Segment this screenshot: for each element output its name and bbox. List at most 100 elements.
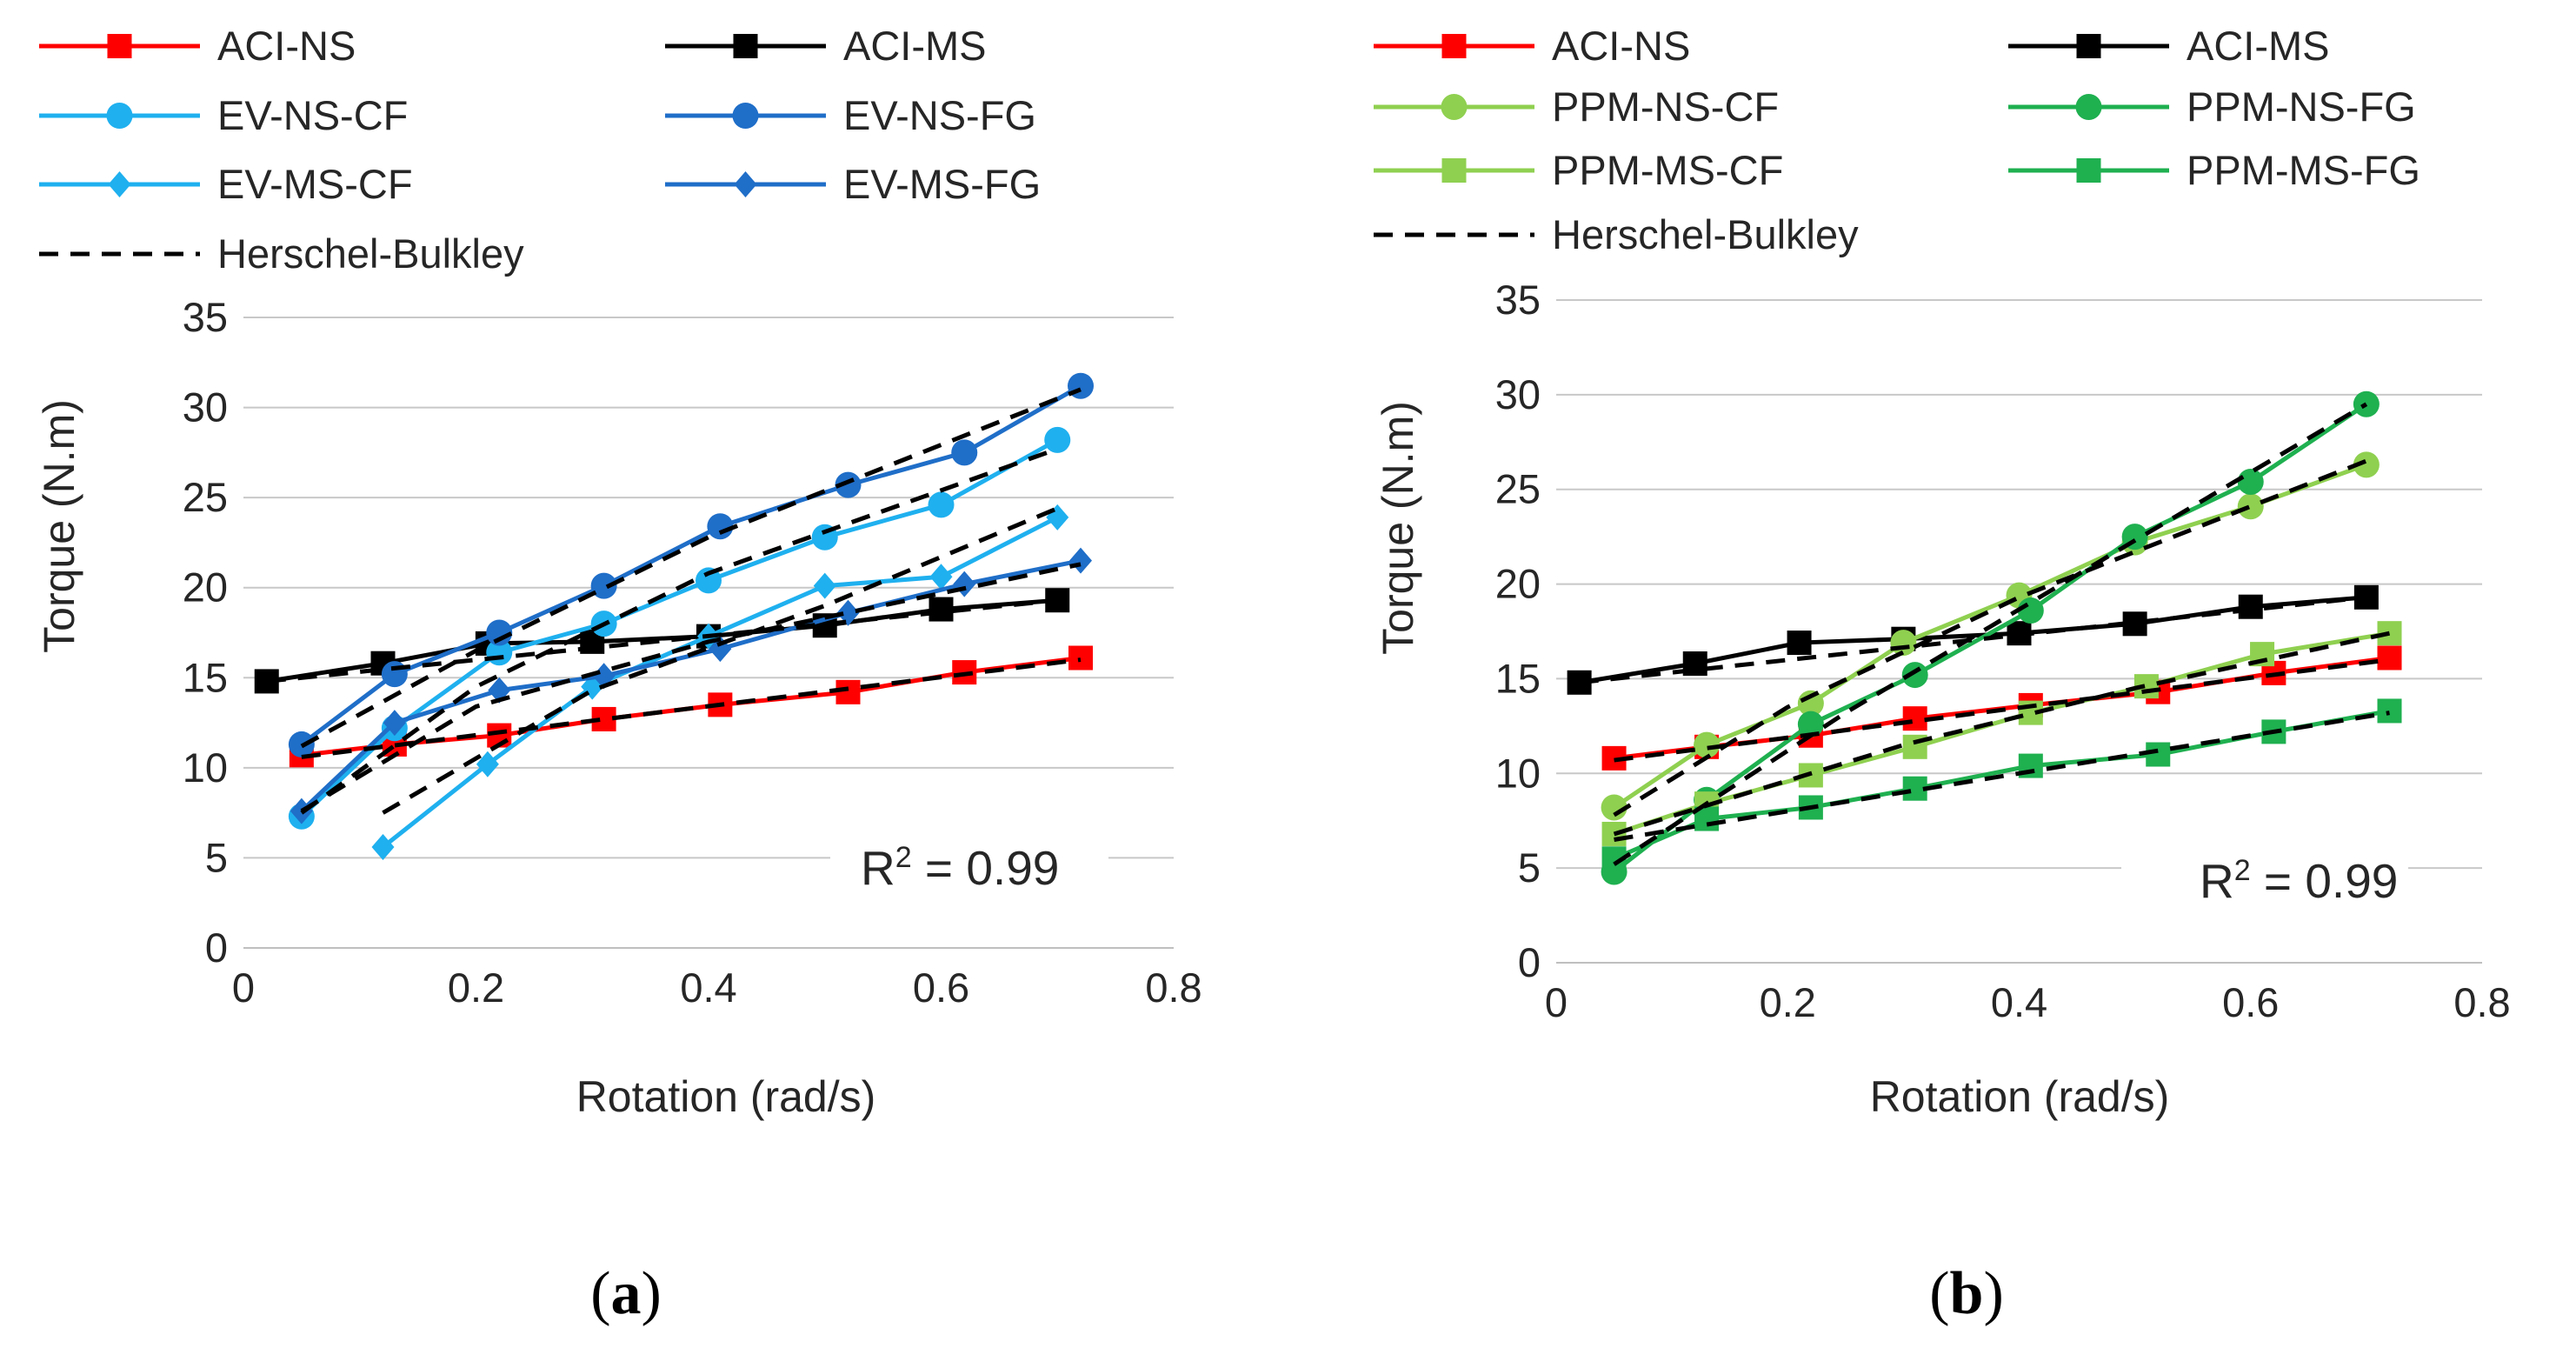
legend-item-aci-ns: ACI-NS bbox=[1374, 23, 1690, 69]
data-point-ev-ns-fg bbox=[381, 661, 408, 688]
data-point-ppm-ms-fg bbox=[2076, 158, 2101, 183]
x-axis-title: Rotation (rad/s) bbox=[576, 1072, 876, 1121]
legend-item-ppm-ms-fg: PPM-MS-FG bbox=[2008, 147, 2420, 193]
legend-label: EV-NS-FG bbox=[843, 92, 1036, 138]
data-point-ppm-ms-cf bbox=[1441, 158, 1467, 183]
data-point-ppm-ns-cf bbox=[1441, 94, 1468, 120]
series-line-ppm-ns-fg bbox=[1613, 402, 2368, 874]
data-point-ev-ns-cf bbox=[928, 491, 955, 518]
fit-line-herschel-bulkley bbox=[1614, 711, 2390, 842]
data-point-aci-ns bbox=[1902, 706, 1927, 731]
y-tick-label: 20 bbox=[1495, 561, 1541, 607]
chart-panel-b: ACI-NS ACI-MS PPM-NS-CF PPM-NS-FG PPM-MS-CF P… bbox=[1374, 23, 2511, 1327]
data-point-ev-ms-cf bbox=[108, 171, 131, 197]
legend-label: ACI-NS bbox=[1552, 23, 1690, 69]
data-point-ppm-ns-cf bbox=[1601, 794, 1627, 821]
data-point-aci-ns bbox=[835, 679, 861, 704]
legend-label: PPM-MS-CF bbox=[1552, 147, 1783, 193]
fit-line-herschel-bulkley bbox=[1614, 657, 2390, 763]
legend-label: PPM-NS-CF bbox=[1552, 83, 1779, 130]
data-point-ppm-ns-fg bbox=[2017, 597, 2044, 624]
y-tick-label: 15 bbox=[1495, 655, 1541, 701]
panel-label-a: (a) bbox=[590, 1260, 662, 1327]
data-point-ppm-ms-fg bbox=[2146, 742, 2171, 767]
series-line-aci-ms bbox=[1579, 595, 2367, 685]
series-ev-ns-fg bbox=[288, 372, 1094, 757]
x-tick-label: 0.4 bbox=[1991, 979, 2047, 1025]
legend-item-ppm-ns-fg: PPM-NS-FG bbox=[2008, 83, 2416, 130]
data-point-aci-ms bbox=[2076, 34, 2101, 58]
legend-label: EV-MS-CF bbox=[217, 161, 413, 207]
legend-label: ACI-MS bbox=[843, 23, 987, 69]
data-point-ppm-ns-fg bbox=[1901, 662, 1928, 689]
data-point-ev-ns-cf bbox=[1044, 426, 1071, 453]
data-point-aci-ns bbox=[107, 34, 132, 58]
series-group-panel-a bbox=[254, 372, 1094, 860]
fit-line-herschel-bulkley bbox=[1613, 458, 2367, 817]
r2-annotation: R2 = 0.99 bbox=[2200, 854, 2398, 908]
data-point-ev-ns-cf bbox=[106, 103, 133, 129]
data-point-aci-ns bbox=[1068, 645, 1093, 671]
data-point-aci-ms bbox=[1787, 631, 1812, 656]
legend-panel-b: ACI-NS ACI-MS PPM-NS-CF PPM-NS-FG PPM-MS-CF P… bbox=[1374, 23, 2420, 257]
fit-line-herschel-bulkley bbox=[1579, 595, 2367, 685]
data-point-ev-ms-fg bbox=[953, 571, 976, 597]
legend-label: EV-MS-FG bbox=[843, 161, 1041, 207]
legend-item-herschel-bulkley: Herschel-Bulkley bbox=[39, 230, 524, 277]
data-point-ev-ms-fg bbox=[383, 710, 406, 737]
data-point-ppm-ns-fg bbox=[2075, 94, 2102, 120]
legend-item-ppm-ms-cf: PPM-MS-CF bbox=[1374, 147, 1783, 193]
y-tick-label: 15 bbox=[183, 654, 228, 700]
data-point-aci-ms bbox=[2238, 594, 2263, 619]
y-tick-label: 20 bbox=[183, 564, 228, 611]
series-line-ev-ns-fg bbox=[300, 384, 1082, 746]
data-point-ev-ns-fg bbox=[590, 572, 617, 599]
y-tick-label: 35 bbox=[1495, 277, 1541, 323]
series-line-ppm-ms-cf bbox=[1613, 631, 2390, 837]
y-tick-label: 30 bbox=[1495, 371, 1541, 417]
data-point-ppm-ns-fg bbox=[2237, 469, 2264, 496]
data-point-ppm-ns-cf bbox=[2353, 451, 2380, 478]
legend-label: PPM-NS-FG bbox=[2187, 83, 2416, 130]
data-point-ev-ms-fg bbox=[734, 171, 757, 197]
legend-label: ACI-NS bbox=[217, 23, 356, 69]
legend-label: Herschel-Bulkley bbox=[217, 230, 524, 277]
fit-line-herschel-bulkley bbox=[266, 597, 1058, 684]
legend-item-ppm-ns-cf: PPM-NS-CF bbox=[1374, 83, 1779, 130]
legend-item-herschel-bulkley: Herschel-Bulkley bbox=[1374, 211, 1859, 257]
data-point-ppm-ns-cf bbox=[1890, 630, 1917, 657]
data-point-aci-ns bbox=[2377, 645, 2402, 671]
r2-annotation: R2 = 0.99 bbox=[861, 841, 1059, 895]
data-point-ev-ms-fg bbox=[1069, 547, 1092, 574]
legend-item-aci-ns: ACI-NS bbox=[39, 23, 356, 69]
legend-label: Herschel-Bulkley bbox=[1552, 211, 1859, 257]
y-tick-label: 0 bbox=[205, 924, 228, 971]
fit-line-herschel-bulkley bbox=[300, 387, 1082, 749]
x-tick-label: 0 bbox=[232, 964, 255, 1011]
r2-annotation-background bbox=[830, 835, 1108, 918]
y-tick-label: 25 bbox=[1495, 466, 1541, 512]
data-point-ppm-ns-cf bbox=[2237, 493, 2264, 520]
x-tick-label: 0.2 bbox=[448, 964, 504, 1011]
x-tick-label: 0.8 bbox=[1145, 964, 1201, 1011]
data-point-ev-ms-cf bbox=[476, 751, 499, 777]
y-tick-label: 0 bbox=[1518, 939, 1541, 985]
data-point-ev-ms-cf bbox=[371, 834, 395, 860]
fit-line-herschel-bulkley bbox=[300, 446, 1059, 815]
data-point-aci-ms bbox=[929, 597, 954, 622]
x-tick-label: 0.2 bbox=[1760, 979, 1816, 1025]
y-tick-label: 25 bbox=[183, 474, 228, 520]
data-point-aci-ns bbox=[1441, 34, 1467, 58]
legend-label: ACI-MS bbox=[2187, 23, 2330, 69]
data-point-ppm-ns-cf bbox=[1797, 690, 1824, 717]
r2-annotation-background bbox=[2121, 857, 2408, 939]
data-point-ev-ns-fg bbox=[732, 103, 759, 129]
x-tick-label: 0.8 bbox=[2453, 979, 2510, 1025]
series-line-ppm-ms-fg bbox=[1613, 708, 2390, 861]
tick-labels-panel-a: 0 5 10 15 20 25 30 35 0 0.2 0.4 0.6 0.8 bbox=[183, 294, 1202, 1011]
y-tick-label: 5 bbox=[205, 834, 228, 880]
x-tick-label: 0.6 bbox=[2222, 979, 2279, 1025]
y-axis-title: Torque (N.m) bbox=[35, 399, 83, 653]
legend-panel-a: ACI-NS ACI-MS EV-NS-CF EV-NS-FG EV-MS-CF EV-M… bbox=[39, 23, 1041, 277]
